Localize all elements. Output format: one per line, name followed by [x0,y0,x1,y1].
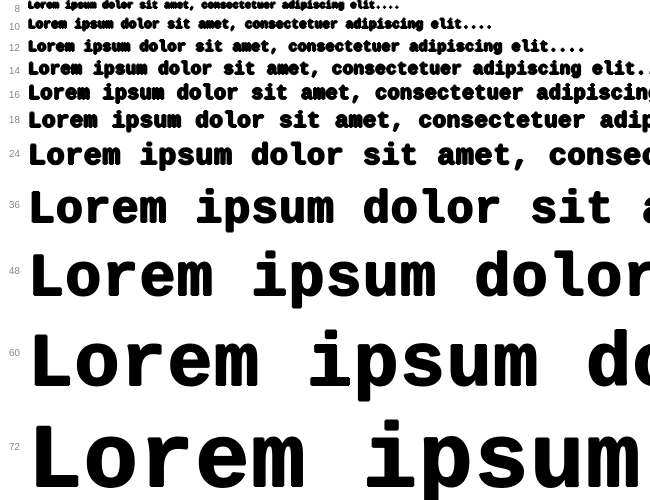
sample-text: Lorem ipsum dolor sit amet, consectetuer… [28,328,650,403]
size-label: 12 [0,44,20,54]
size-label: 72 [0,443,20,453]
sample-text: Lorem ipsum dolor sit amet, consectetuer… [28,418,650,500]
font-waterfall: 8 Lorem ipsum dolor sit amet, consectetue… [0,0,650,500]
size-label: 18 [0,116,20,126]
size-label: 16 [0,91,20,101]
size-label: 48 [0,267,20,277]
size-label: 60 [0,349,20,359]
size-label: 8 [0,5,20,15]
size-label: 10 [0,23,20,33]
sample-text: Lorem ipsum dolor sit amet, consectetuer… [28,188,650,233]
sample-text: Lorem ipsum dolor sit amet, consectetuer… [28,110,650,133]
sample-text: Lorem ipsum dolor sit amet, consectetuer… [28,62,650,80]
sample-text: Lorem ipsum dolor sit amet, consectetuer… [28,2,400,12]
size-label: 36 [0,201,20,211]
size-label: 14 [0,67,20,77]
sample-text: Lorem ipsum dolor sit amet, consectetuer… [28,19,493,32]
sample-text: Lorem ipsum dolor sit amet, consectetuer… [28,250,650,310]
size-label: 24 [0,150,20,160]
sample-text: Lorem ipsum dolor sit amet, consectetuer… [28,142,650,172]
sample-text: Lorem ipsum dolor sit amet, consectetuer… [28,40,586,55]
sample-text: Lorem ipsum dolor sit amet, consectetuer… [28,85,650,105]
